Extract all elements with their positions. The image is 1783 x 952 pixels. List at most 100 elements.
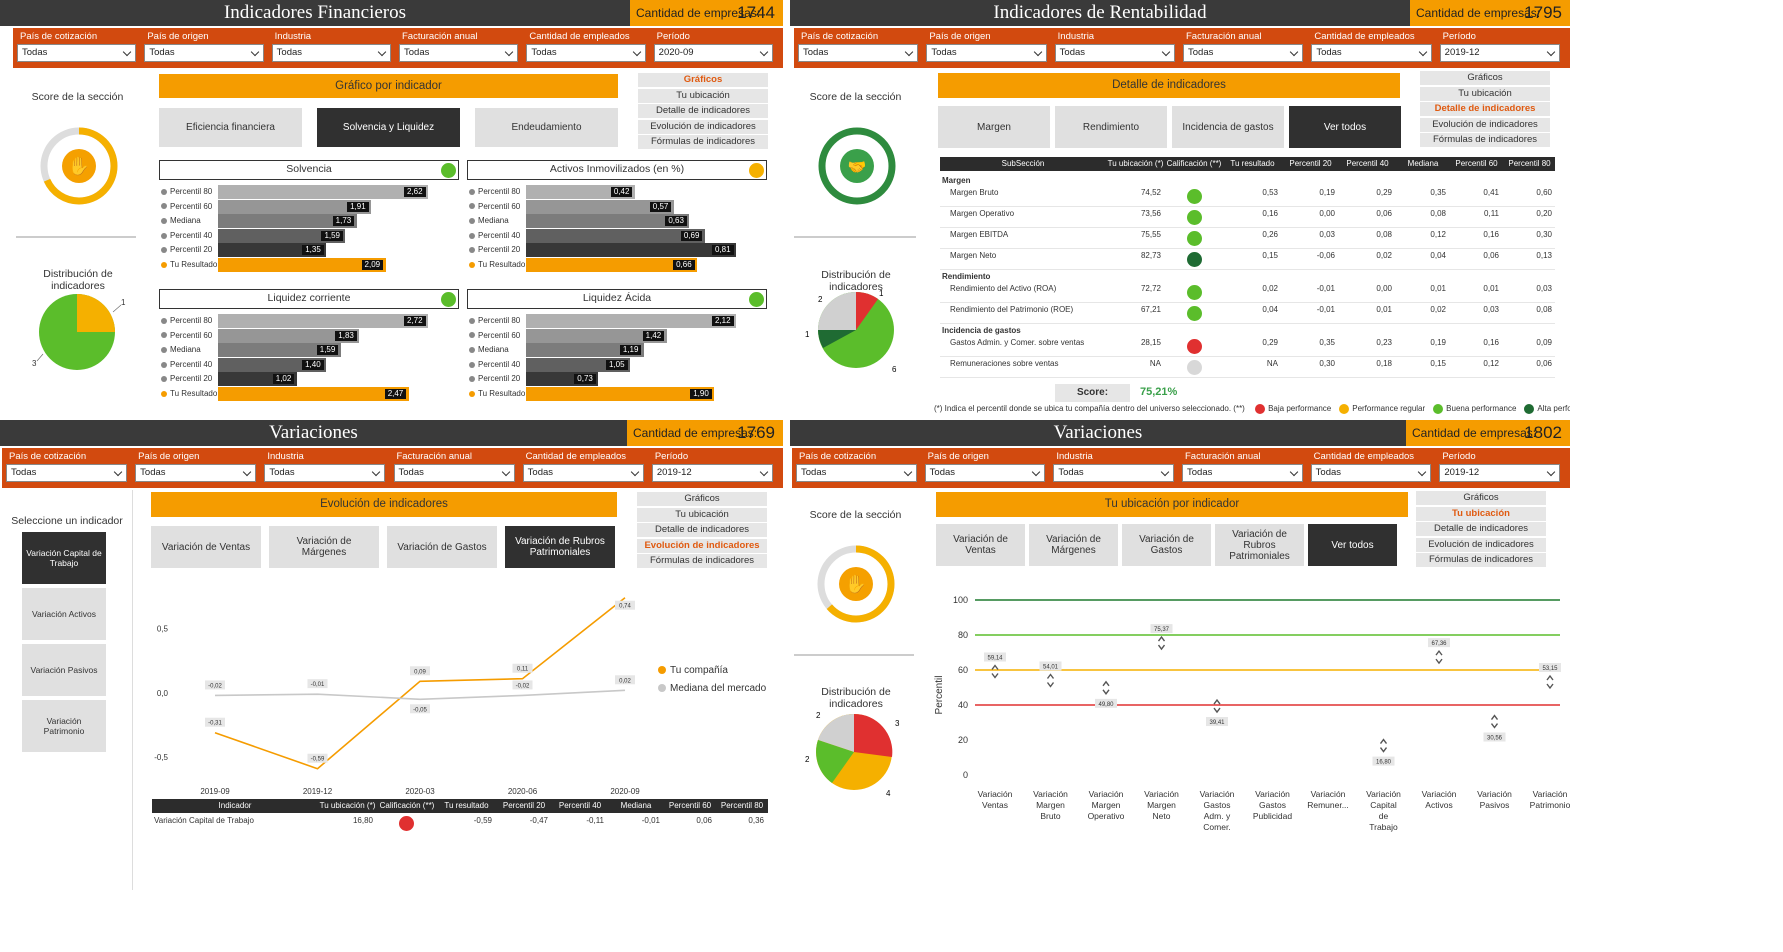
filter-select[interactable]: 2019-12 [1439, 464, 1560, 482]
filter-select[interactable]: Todas [796, 464, 917, 482]
bar-value: 1,02 [272, 374, 295, 385]
row-dot [469, 317, 475, 324]
nav-fórmulas-de-indicadores[interactable]: Fórmulas de indicadores [638, 135, 768, 149]
tab-1[interactable]: Variación de Márgenes [1029, 524, 1118, 566]
nav-evolución-de-indicadores[interactable]: Evolución de indicadores [1416, 537, 1546, 552]
nav-fórmulas-de-indicadores[interactable]: Fórmulas de indicadores [1420, 133, 1550, 147]
filter-4[interactable]: Cantidad de empleados Todas [526, 30, 646, 62]
rating-dot [1187, 339, 1202, 354]
filter-select[interactable]: 2019-12 [651, 464, 773, 482]
tab-3[interactable]: Ver todos [1289, 106, 1401, 148]
filter-0[interactable]: País de cotización Todas [6, 450, 128, 482]
tab-0[interactable]: Margen [938, 106, 1050, 148]
legend-text: Performance regular [1352, 404, 1426, 414]
filter-select[interactable]: Todas [798, 44, 919, 62]
filter-2[interactable]: Industria Todas [264, 450, 386, 482]
tab-2[interactable]: Incidencia de gastos [1172, 106, 1284, 148]
table-row-line [940, 269, 1555, 270]
divider [794, 654, 914, 656]
filter-select[interactable]: Todas [1310, 464, 1432, 482]
filter-3[interactable]: Facturación anual Todas [1182, 450, 1303, 482]
tab-0[interactable]: Eficiencia financiera [159, 108, 302, 147]
filter-3[interactable]: Facturación anual Todas [1183, 30, 1304, 62]
legend-label: Tu compañía [670, 665, 728, 676]
nav-tu-ubicación[interactable]: Tu ubicación [637, 507, 767, 522]
nav-detalle-de-indicadores[interactable]: Detalle de indicadores [1416, 522, 1546, 536]
nav-evolución-de-indicadores[interactable]: Evolución de indicadores [1420, 117, 1550, 132]
company-count: 1769 [737, 423, 775, 442]
filter-4[interactable]: Cantidad de empleados Todas [1311, 30, 1432, 62]
filter-0[interactable]: País de cotización Todas [798, 30, 919, 62]
filter-select[interactable]: 2019-12 [1439, 44, 1560, 62]
nav-evolución-de-indicadores[interactable]: Evolución de indicadores [637, 538, 767, 553]
filter-select[interactable]: Todas [144, 44, 264, 62]
filter-1[interactable]: País de origen Todas [926, 30, 1047, 62]
filter-0[interactable]: País de cotización Todas [796, 450, 917, 482]
nav-fórmulas-de-indicadores[interactable]: Fórmulas de indicadores [637, 554, 767, 568]
nav-detalle-de-indicadores[interactable]: Detalle de indicadores [637, 523, 767, 537]
nav-gráficos[interactable]: Gráficos [637, 492, 767, 506]
filter-2[interactable]: Industria Todas [271, 30, 391, 62]
filter-select[interactable]: Todas [1054, 44, 1175, 62]
filter-1[interactable]: País de origen Todas [135, 450, 257, 482]
nav-evolución-de-indicadores[interactable]: Evolución de indicadores [638, 119, 768, 134]
filter-select[interactable]: Todas [264, 464, 386, 482]
filter-5[interactable]: Período 2020-09 [653, 30, 773, 62]
tab-0[interactable]: Variación de Ventas [936, 524, 1025, 566]
tab-1[interactable]: Solvencia y Liquidez [317, 108, 460, 147]
cell: 0,06 [1536, 359, 1552, 368]
nav-detalle-de-indicadores[interactable]: Detalle de indicadores [1420, 102, 1550, 116]
x-category: Adm. y [1204, 811, 1231, 821]
tab-2[interactable]: Variación de Gastos [1122, 524, 1211, 566]
tab-3[interactable]: Variación de Rubros Patrimoniales [505, 526, 615, 568]
filter-5[interactable]: Período 2019-12 [1439, 30, 1560, 62]
filter-select[interactable]: Todas [271, 44, 391, 62]
nav-gráficos[interactable]: Gráficos [1416, 491, 1546, 505]
nav-gráficos[interactable]: Gráficos [1420, 71, 1550, 85]
filter-select[interactable]: Todas [1311, 44, 1432, 62]
nav-gráficos[interactable]: Gráficos [638, 73, 768, 87]
filter-select[interactable]: Todas [399, 44, 519, 62]
filter-select[interactable]: Todas [522, 464, 644, 482]
tab-0[interactable]: Variación de Ventas [151, 526, 261, 568]
tab-1[interactable]: Rendimiento [1055, 106, 1167, 148]
filter-select[interactable]: Todas [17, 44, 137, 62]
filter-3[interactable]: Facturación anual Todas [399, 30, 519, 62]
tab-2[interactable]: Variación de Gastos [387, 526, 497, 568]
indicator-option-1[interactable]: Variación Activos [22, 588, 106, 640]
filter-4[interactable]: Cantidad de empleados Todas [522, 450, 644, 482]
filter-select[interactable]: Todas [1053, 464, 1174, 482]
nav-tu-ubicación[interactable]: Tu ubicación [1420, 86, 1550, 101]
indicator-option-0[interactable]: Variación Capital de Trabajo [22, 532, 106, 584]
indicator-option-2[interactable]: Variación Pasivos [22, 644, 106, 696]
filter-5[interactable]: Período 2019-12 [1439, 450, 1560, 482]
nav-tu-ubicación[interactable]: Tu ubicación [638, 88, 768, 103]
filter-select[interactable]: Todas [926, 44, 1047, 62]
tab-1[interactable]: Variación de Márgenes [269, 526, 379, 568]
filter-2[interactable]: Industria Todas [1054, 30, 1175, 62]
tab-2[interactable]: Endeudamiento [475, 108, 618, 147]
nav-tu-ubicación[interactable]: Tu ubicación [1416, 506, 1546, 521]
filter-5[interactable]: Período 2019-12 [651, 450, 773, 482]
filter-0[interactable]: País de cotización Todas [17, 30, 137, 62]
filter-1[interactable]: País de origen Todas [924, 450, 1046, 482]
tab-3[interactable]: Variación de Rubros Patrimoniales [1215, 524, 1304, 566]
nav-detalle-de-indicadores[interactable]: Detalle de indicadores [638, 104, 768, 118]
filter-2[interactable]: Industria Todas [1053, 450, 1174, 482]
filter-4[interactable]: Cantidad de empleados Todas [1310, 450, 1432, 482]
cell: NA [1149, 359, 1161, 368]
evolution-line-chart: 0,5 0,0 -0,5 2019-09 2019-12 2020-03 2020-06 20… [154, 597, 767, 796]
filter-1[interactable]: País de origen Todas [144, 30, 264, 62]
filter-select[interactable]: Todas [6, 464, 128, 482]
filter-select[interactable]: Todas [526, 44, 646, 62]
filter-select[interactable]: 2020-09 [653, 44, 773, 62]
indicator-option-3[interactable]: Variación Patrimonio [22, 700, 106, 752]
filter-select[interactable]: Todas [135, 464, 257, 482]
filter-3[interactable]: Facturación anual Todas [393, 450, 515, 482]
tab-4[interactable]: Ver todos [1308, 524, 1397, 566]
filter-select[interactable]: Todas [1182, 464, 1303, 482]
filter-select[interactable]: Todas [393, 464, 515, 482]
nav-fórmulas-de-indicadores[interactable]: Fórmulas de indicadores [1416, 553, 1546, 567]
filter-select[interactable]: Todas [924, 464, 1046, 482]
filter-select[interactable]: Todas [1183, 44, 1304, 62]
